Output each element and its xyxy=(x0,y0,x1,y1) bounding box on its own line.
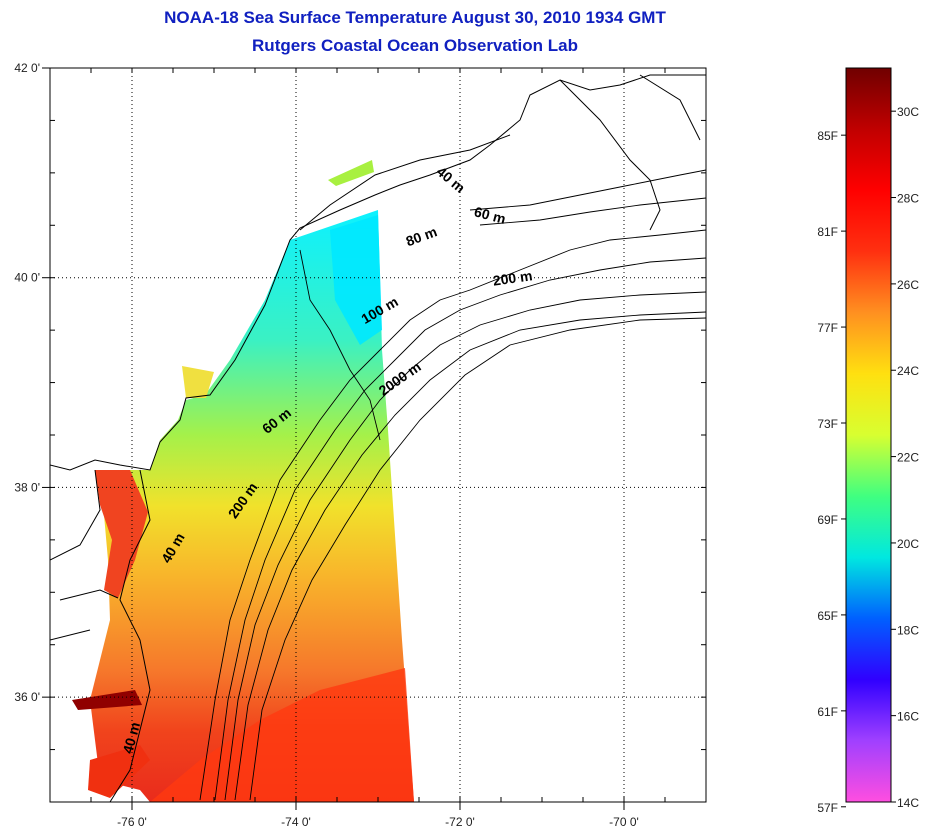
colorbar-label-fahrenheit: 85F xyxy=(817,129,838,143)
colorbar-label-celsius: 26C xyxy=(897,278,919,292)
lon-tick-label: -74 0' xyxy=(281,815,311,829)
sst-warm-core xyxy=(150,668,414,802)
colorbar-labels: 30C 28C 26C 24C 22C 20C 18C 16C 14C 85F 81F 77F 73F 6… xyxy=(817,105,919,815)
contour-label: 40 m xyxy=(119,720,143,755)
map-title-line2: Rutgers Coastal Ocean Observation Lab xyxy=(252,36,578,55)
lon-tick-label: -72 0' xyxy=(445,815,475,829)
sst-cool-patch xyxy=(330,215,382,345)
sst-swath xyxy=(90,210,414,802)
colorbar-label-celsius: 22C xyxy=(897,451,919,465)
colorbar xyxy=(845,67,892,803)
albemarle-sound xyxy=(88,745,150,798)
colorbar-label-fahrenheit: 69F xyxy=(817,513,838,527)
bathymetry-contours xyxy=(199,169,706,801)
colorbar-label-fahrenheit: 81F xyxy=(817,225,838,239)
li-sound-patch xyxy=(328,160,374,186)
colorbar-label-celsius: 18C xyxy=(897,623,919,637)
pamlico-sound xyxy=(72,690,142,710)
colorbar-label-celsius: 20C xyxy=(897,537,919,551)
lon-tick-label: -76 0' xyxy=(117,815,147,829)
colorbar-label-celsius: 30C xyxy=(897,105,919,119)
colorbar-label-fahrenheit: 57F xyxy=(817,801,838,815)
coastline-south xyxy=(109,469,151,802)
colorbar-label-fahrenheit: 77F xyxy=(817,321,838,335)
lat-tick-label: 36 0' xyxy=(14,690,40,704)
map-title-line1: NOAA-18 Sea Surface Temperature August 3… xyxy=(164,8,666,27)
colorbar-label-celsius: 24C xyxy=(897,364,919,378)
contour-label: 40 m xyxy=(434,163,469,196)
axis-ticks: -76 0' -74 0' -72 0' -70 0' 42 0' 40 0' 38 0' 3… xyxy=(14,61,707,829)
colorbar-label-fahrenheit: 73F xyxy=(817,417,838,431)
contour-label: 60 m xyxy=(473,203,508,227)
colorbar-label-fahrenheit: 61F xyxy=(817,705,838,719)
colorbar-label-celsius: 28C xyxy=(897,192,919,206)
lat-tick-label: 38 0' xyxy=(14,480,40,494)
contour-label: 200 m xyxy=(492,267,534,288)
coastline-longisland xyxy=(299,134,511,231)
chesapeake-bay xyxy=(95,470,148,598)
colorbar-label-celsius: 14C xyxy=(897,796,919,810)
lat-tick-label: 42 0' xyxy=(14,61,40,75)
delaware-bay xyxy=(182,366,214,398)
coastline-chesapeake xyxy=(50,469,119,641)
colorbar-label-celsius: 16C xyxy=(897,710,919,724)
lon-tick-label: -70 0' xyxy=(609,815,639,829)
colorbar-label-fahrenheit: 65F xyxy=(817,609,838,623)
coastline xyxy=(50,74,706,471)
coastline-capecod xyxy=(559,74,701,231)
lat-tick-label: 40 0' xyxy=(14,271,40,285)
contour-label: 80 m xyxy=(404,223,439,249)
